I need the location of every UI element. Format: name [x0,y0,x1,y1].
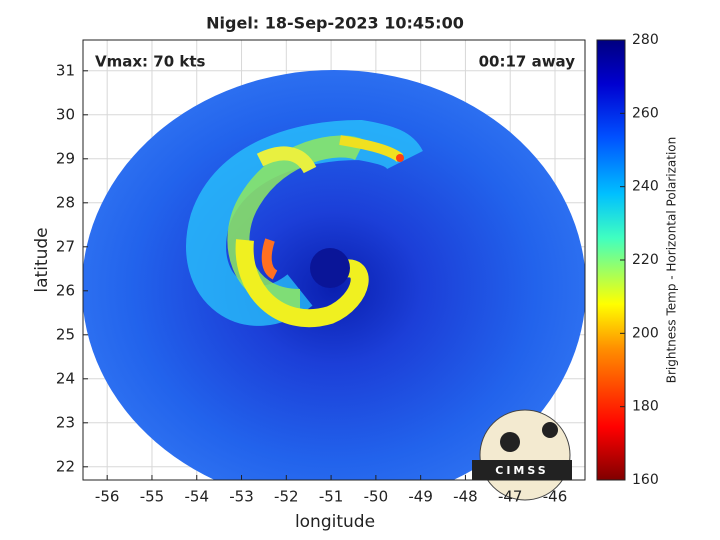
plot-frame [82,39,586,481]
colorbar-tick-label: 180 [632,399,659,415]
x-tick-label: -49 [408,488,433,506]
colorbar-tick-label: 240 [632,179,659,195]
y-tick-label: 24 [56,369,75,387]
x-tick-label: -48 [453,488,478,506]
annotation: Vmax: 70 kts [95,53,205,71]
y-tick-label: 23 [56,413,75,431]
colorbar-tick-label: 160 [632,472,659,488]
x-tick-label: -55 [140,488,165,506]
logo: CIMSS [472,409,572,501]
y-tick-label: 29 [56,149,75,167]
x-tick-label: -56 [95,488,120,506]
y-tick-label: 31 [56,61,75,79]
colorbar-tick-label: 260 [632,105,659,121]
y-tick-label: 30 [56,105,75,123]
x-tick-label: -50 [364,488,389,506]
y-axis-label: latitude [32,227,52,292]
y-tick-label: 26 [56,281,75,299]
x-tick-label: -47 [498,488,523,506]
y-tick-label: 28 [56,193,75,211]
x-tick-label: -52 [274,488,299,506]
chart-title: Nigel: 18-Sep-2023 10:45:00 [206,14,464,33]
colorbar-label: Brightness Temp - Horizontal Polarizatio… [665,137,679,384]
y-tick-label: 25 [56,325,75,343]
y-tick-label: 27 [56,237,75,255]
x-tick-label: -54 [184,488,209,506]
colorbar-tick-label: 220 [632,252,659,268]
x-tick-label: -53 [229,488,254,506]
annotation: 00:17 away [479,53,576,71]
storm-image [83,70,585,480]
colorbar-tick-label: 280 [632,32,659,48]
logo-text: CIMSS [495,464,548,477]
x-tick-label: -51 [319,488,344,506]
colorbar-tick-label: 200 [632,325,659,341]
x-tick-label: -46 [543,488,568,506]
x-axis-label: longitude [295,512,375,532]
y-tick-label: 22 [56,457,75,475]
